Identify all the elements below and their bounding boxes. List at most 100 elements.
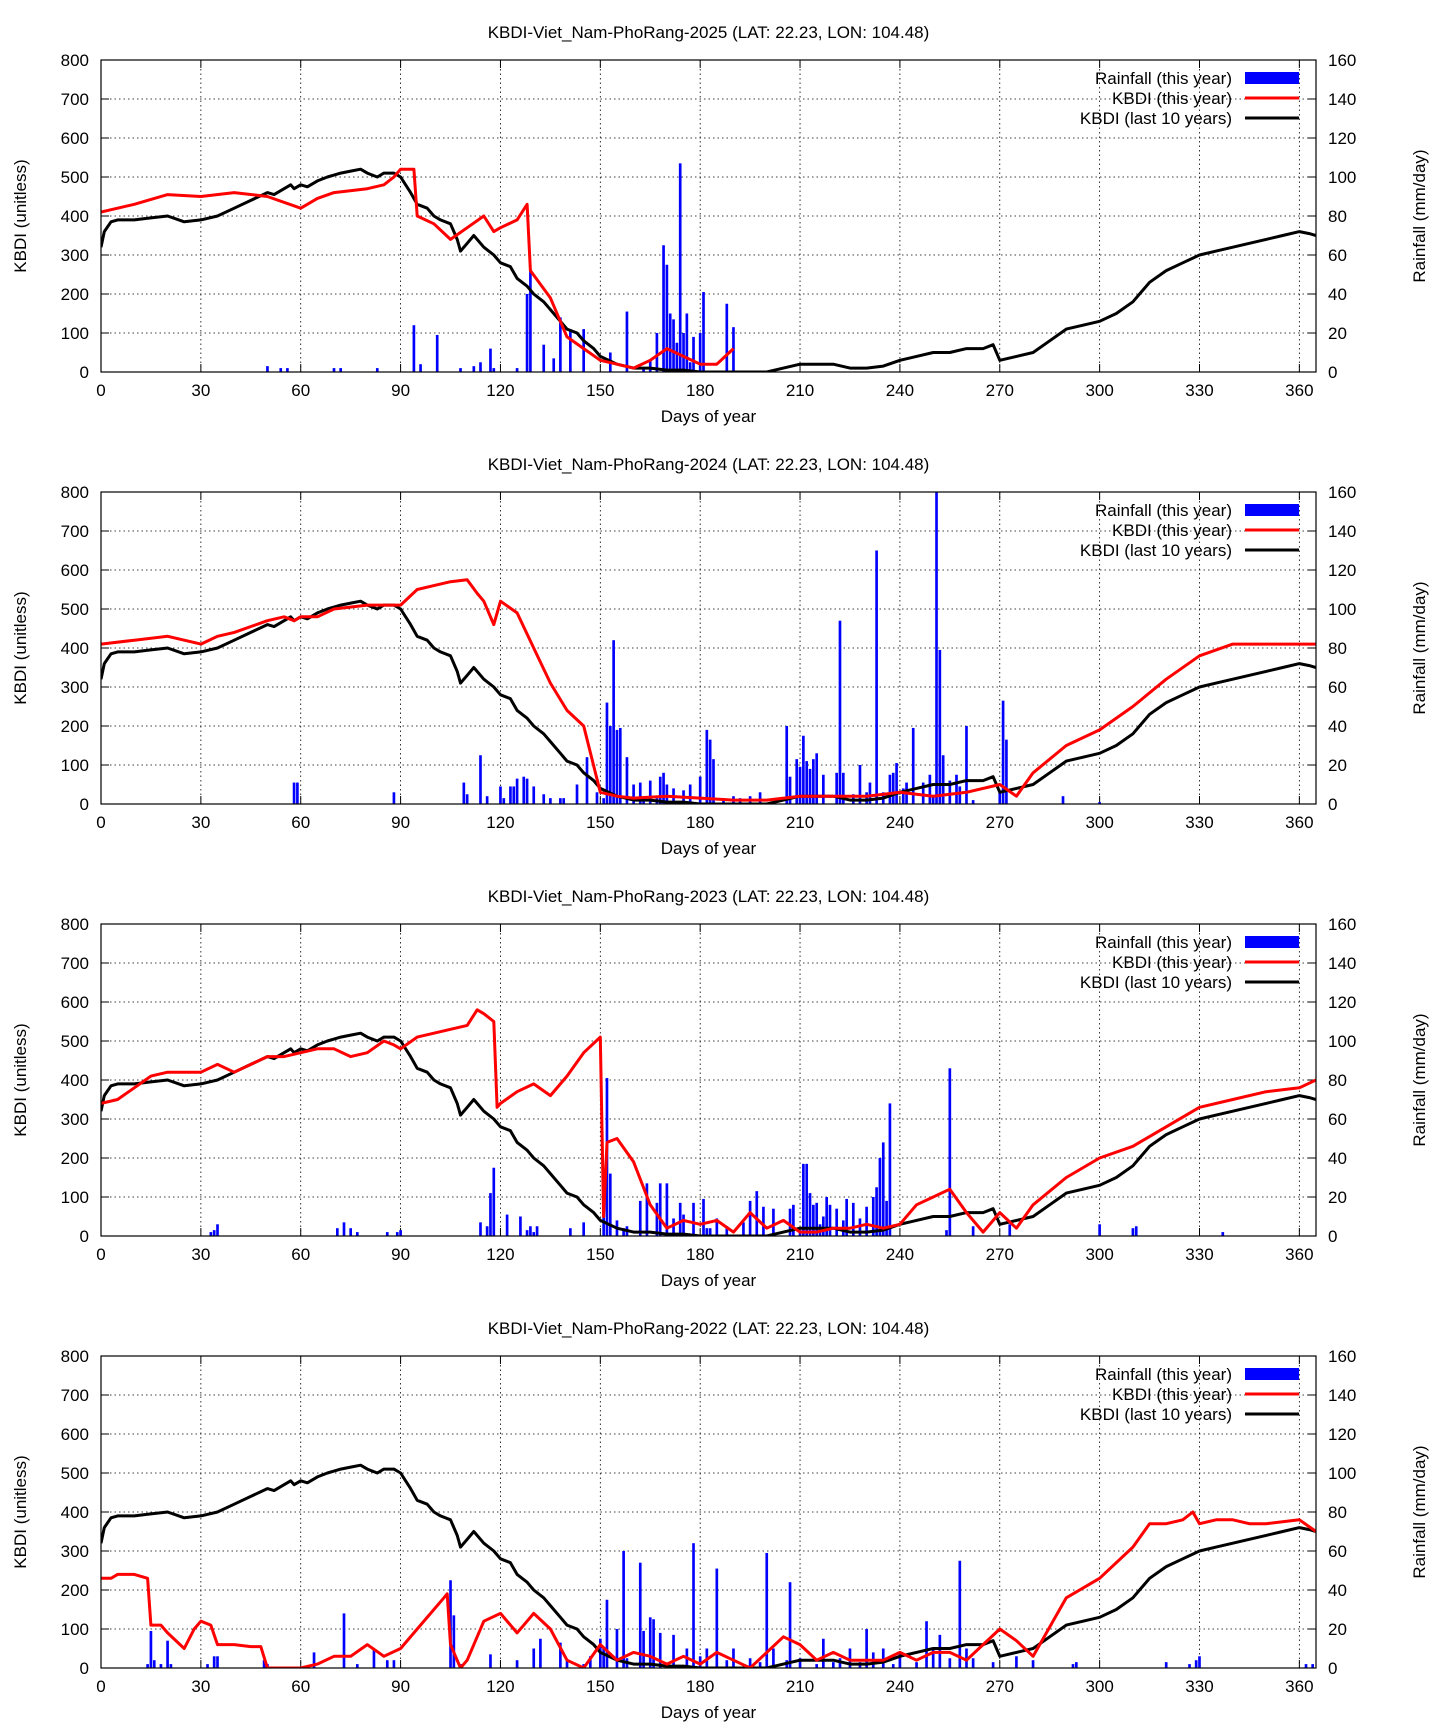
y-tick-label: 0 — [80, 363, 89, 382]
y-tick-label: 100 — [61, 1620, 89, 1639]
y-tick-label: 400 — [61, 639, 89, 658]
rainfall-bar — [702, 292, 705, 372]
y-tick-label: 600 — [61, 129, 89, 148]
rainfall-bar — [1164, 1662, 1168, 1668]
rainfall-bar — [502, 798, 506, 804]
rainfall-bar — [332, 368, 336, 372]
rainfall-bar — [615, 729, 619, 804]
rainfall-bar — [372, 1648, 376, 1668]
y2-tick-label: 80 — [1328, 207, 1347, 226]
x-tick-label: 150 — [586, 1677, 614, 1696]
y2-tick-label: 0 — [1328, 1659, 1337, 1678]
rainfall-bar — [948, 780, 952, 804]
rainfall-bar — [875, 1187, 878, 1236]
rainfall-bar — [529, 270, 532, 372]
rainfall-bar — [312, 1652, 316, 1668]
y-tick-label: 700 — [61, 954, 89, 973]
y-tick-label: 500 — [61, 1032, 89, 1051]
rainfall-bar — [715, 1218, 719, 1236]
rainfall-bar — [375, 368, 379, 372]
rainfall-bar — [479, 362, 482, 372]
rainfall-bar — [1188, 1664, 1191, 1668]
y2-tick-label: 140 — [1328, 954, 1356, 973]
rainfall-bar — [355, 1664, 359, 1668]
y-tick-label: 600 — [61, 561, 89, 580]
rainfall-bar — [891, 1664, 895, 1668]
rainfall-bar — [385, 1232, 389, 1236]
rainfall-bar — [655, 333, 659, 372]
rainfall-bar — [209, 1232, 213, 1236]
legend-swatch-rainfall — [1245, 1368, 1299, 1380]
rainfall-bar — [292, 782, 296, 804]
rainfall-bar — [355, 1232, 359, 1236]
y-axis-label: KBDI (unitless) — [11, 159, 30, 272]
legend: Rainfall (this year)KBDI (this year)KBDI… — [1080, 501, 1299, 560]
rainfall-bar — [758, 792, 762, 804]
rainfall-bar — [708, 1228, 712, 1236]
grid — [101, 60, 1316, 372]
kbdi-this-year-line — [101, 167, 735, 370]
rainfall-bar — [462, 782, 466, 804]
legend-label: KBDI (last 10 years) — [1080, 109, 1232, 128]
y2-tick-label: 20 — [1328, 1620, 1347, 1639]
y2-tick-label: 80 — [1328, 1071, 1347, 1090]
rainfall-bar — [565, 1660, 569, 1668]
x-tick-label: 300 — [1085, 381, 1113, 400]
x-tick-label: 240 — [886, 813, 914, 832]
rainfall-bar — [525, 778, 529, 804]
rainfall-bar — [795, 759, 799, 804]
rainfall-bar — [385, 1660, 389, 1668]
y-tick-label: 300 — [61, 1110, 89, 1129]
rainfall-bar — [212, 1656, 216, 1668]
rainfall-bar — [911, 727, 915, 804]
plot-frame — [100, 1355, 1317, 1669]
y2-tick-label: 100 — [1328, 600, 1356, 619]
kbdi-last-10-years-line — [101, 599, 1316, 804]
kbdi-last-10-years-line — [101, 1463, 1316, 1668]
rainfall-bar — [808, 1193, 812, 1236]
x-tick-label: 30 — [191, 1245, 210, 1264]
rainfall-bar — [682, 1214, 685, 1236]
x-tick-label: 240 — [886, 381, 914, 400]
rainfall-bar — [798, 766, 802, 804]
x-tick-label: 270 — [986, 813, 1014, 832]
legend-label: Rainfall (this year) — [1095, 501, 1232, 520]
rainfall-bar — [901, 788, 905, 804]
x-tick-label: 210 — [786, 381, 814, 400]
rainfall-bar — [865, 1629, 868, 1668]
x-tick-label: 120 — [486, 381, 514, 400]
x-tick-label: 270 — [986, 1677, 1014, 1696]
rainfall-bar — [465, 794, 469, 804]
rainfall-bar — [585, 757, 589, 804]
rainfall-bar — [921, 782, 925, 804]
x-tick-label: 30 — [191, 1677, 210, 1696]
rainfall-bar — [931, 796, 935, 804]
rainfall-series — [146, 1543, 1315, 1668]
rainfall-bar — [798, 1658, 802, 1668]
rainfall-bar — [835, 772, 838, 804]
rainfall-bar — [216, 1224, 219, 1236]
legend-label: KBDI (this year) — [1112, 521, 1232, 540]
rainfall-bar — [489, 1193, 492, 1236]
y2-tick-label: 140 — [1328, 90, 1356, 109]
y-tick-label: 800 — [61, 1347, 89, 1366]
y-tick-label: 700 — [61, 522, 89, 541]
rainfall-series — [292, 492, 1101, 804]
rainfall-bar — [642, 368, 645, 372]
rainfall-bar — [958, 1560, 962, 1668]
rainfall-bar — [662, 772, 665, 804]
rainfall-bar — [678, 1202, 682, 1236]
y-tick-label: 500 — [61, 168, 89, 187]
rainfall-bar — [529, 1226, 532, 1236]
rainfall-bar — [648, 780, 652, 804]
kbdi-chart-2022: KBDI-Viet_Nam-PhoRang-2022 (LAT: 22.23, … — [11, 1319, 1429, 1722]
rainfall-bar — [941, 755, 945, 804]
x-axis-label: Days of year — [661, 1271, 757, 1290]
rainfall-bar — [851, 1202, 855, 1236]
rainfall-bar — [552, 358, 556, 372]
plot-frame — [100, 59, 1317, 373]
rainfall-bar — [665, 1183, 669, 1236]
rainfall-bar — [489, 1654, 492, 1668]
rainfall-bar — [698, 333, 702, 372]
rainfall-bar — [395, 1232, 399, 1236]
